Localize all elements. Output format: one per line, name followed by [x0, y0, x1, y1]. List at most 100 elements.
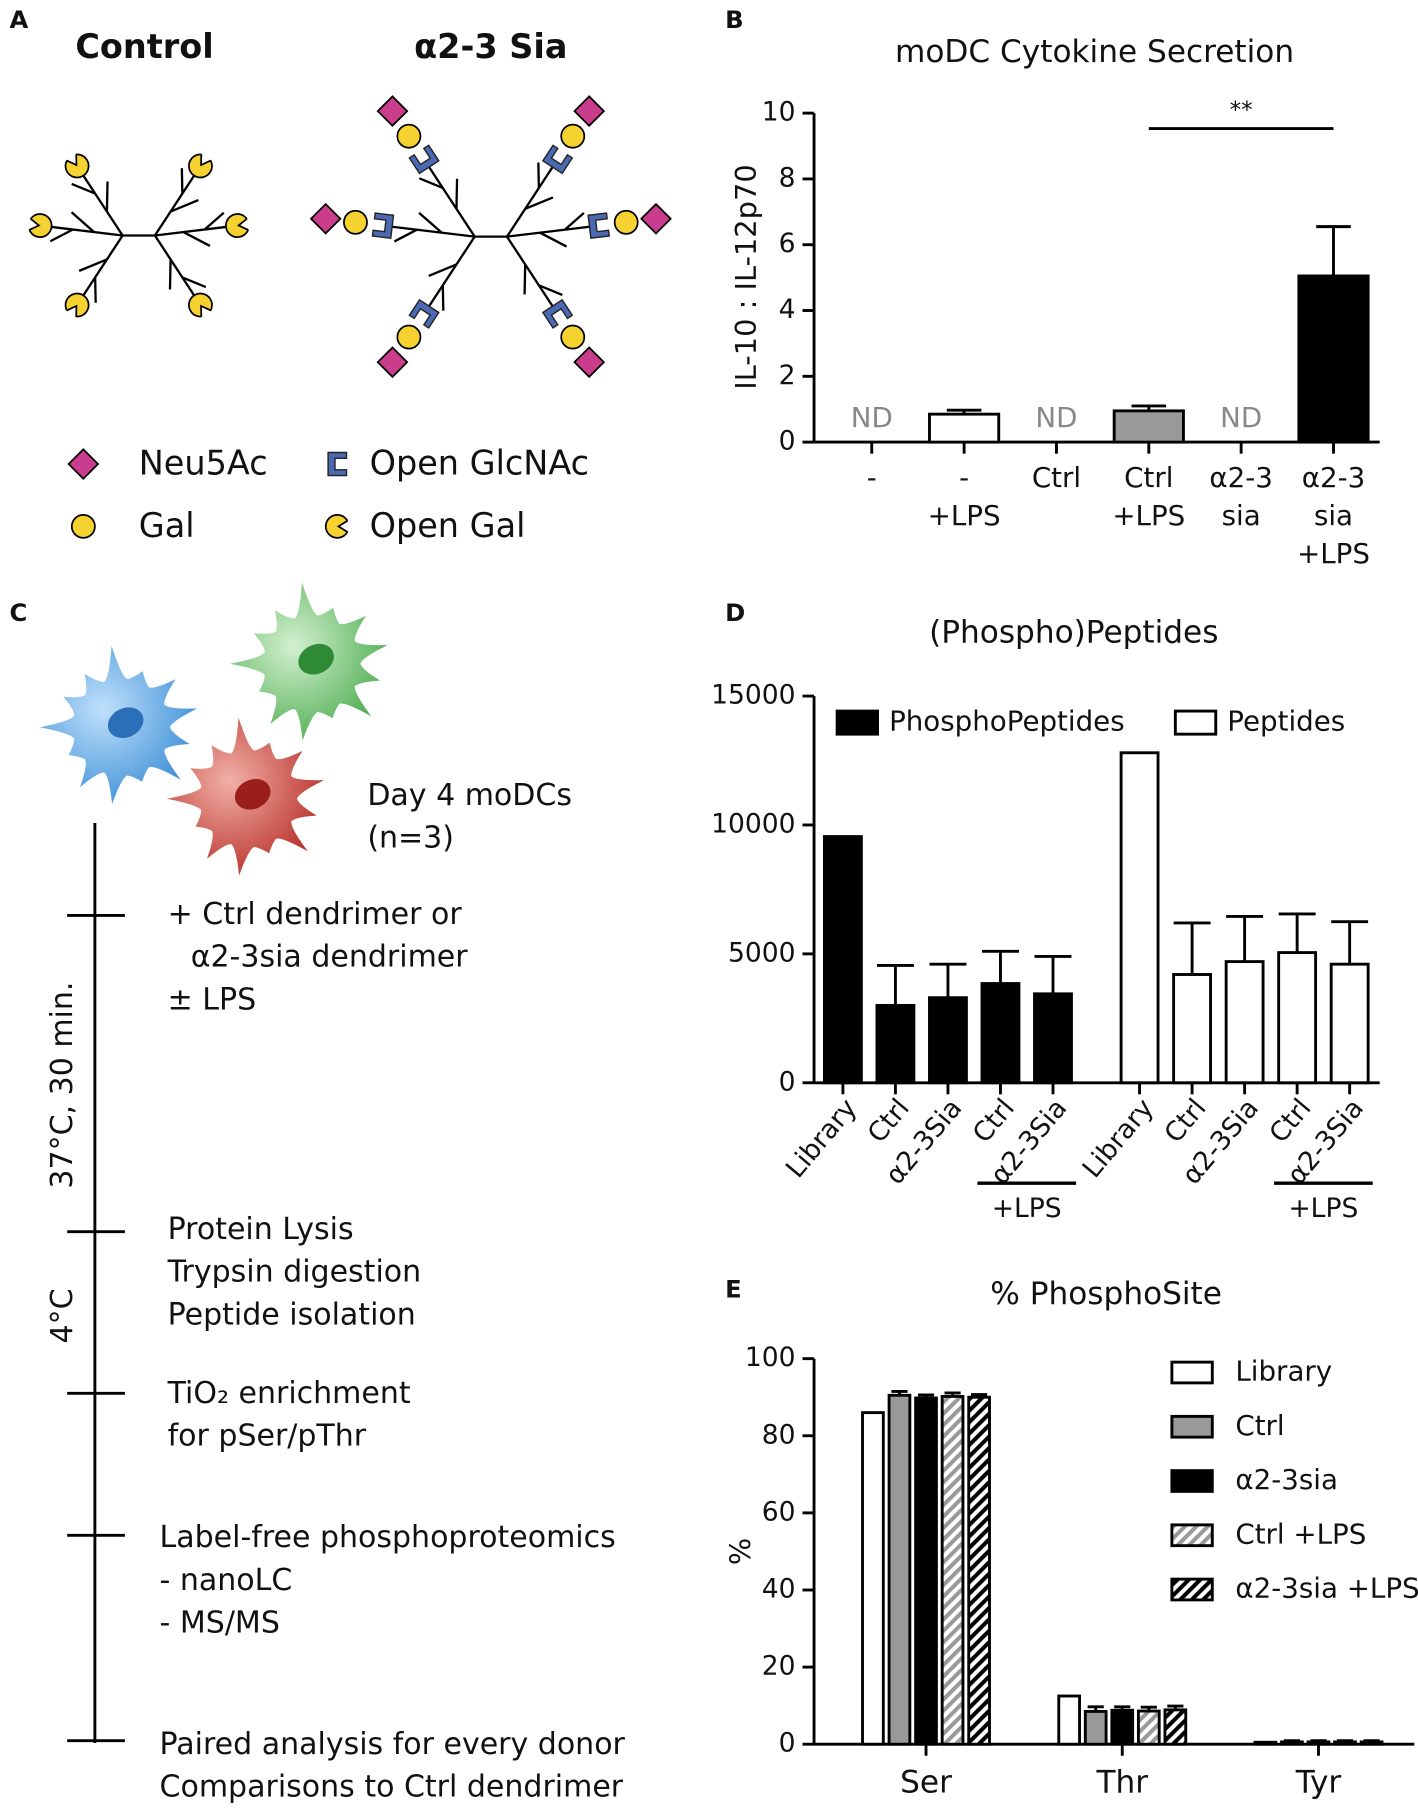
- dendrimer-bond: [51, 225, 123, 237]
- legend-label: α2-3sia +LPS: [1235, 1572, 1418, 1605]
- error-bar: [1363, 1739, 1380, 1743]
- open-gal-notch: [201, 305, 215, 322]
- error-bar: [946, 408, 982, 415]
- dendrimer-bond: [78, 258, 108, 272]
- cell: [166, 717, 325, 876]
- error-bar: [1336, 1739, 1354, 1743]
- y-tick-label: 80: [762, 1419, 796, 1450]
- x-tick-label: Ctrl: [1124, 461, 1173, 494]
- cell-nucleus: [234, 778, 271, 810]
- error-bar: [1087, 1705, 1104, 1712]
- value-label: ND: [1220, 401, 1262, 434]
- dendrimer-bond: [170, 199, 199, 213]
- error-bar: [1034, 955, 1072, 994]
- neu5ac: [67, 448, 100, 480]
- x-tick-label: Library: [1077, 1093, 1160, 1184]
- open-gal: [25, 213, 53, 238]
- open-gal: [188, 149, 215, 179]
- value-label: ND: [851, 401, 893, 434]
- bar: [875, 1003, 916, 1085]
- bar: [1277, 951, 1318, 1085]
- error-bar: [1278, 912, 1316, 953]
- step-text: TiO₂ enrichment: [167, 1376, 411, 1411]
- step-text: α2-3sia dendrimer: [191, 940, 469, 975]
- error-bar: [971, 1393, 988, 1398]
- open-glcnac-body: [371, 212, 395, 239]
- glycan-title: Control: [75, 27, 213, 66]
- bar: [940, 1394, 965, 1746]
- bar: [1224, 960, 1265, 1085]
- cell-nucleus: [298, 643, 334, 675]
- panel-label: D: [725, 598, 745, 627]
- bar: [1329, 962, 1370, 1085]
- dendrimer-bond: [182, 231, 211, 247]
- dendrimer-bond: [70, 211, 95, 233]
- gal: [560, 324, 586, 350]
- x-tick-label: +LPS: [1112, 499, 1185, 532]
- legend-swatch: [835, 709, 879, 736]
- bar: [1163, 1708, 1188, 1746]
- step-text: Label-free phosphoproteomics: [160, 1520, 616, 1555]
- open-glcnac-body: [587, 212, 610, 239]
- bar: [928, 996, 968, 1085]
- y-tick-label: 100: [745, 1342, 796, 1373]
- dendrimer-bond: [393, 228, 418, 243]
- x-tick-label: Thr: [1095, 1764, 1148, 1800]
- dendrimer: [309, 95, 672, 379]
- legend-label: Peptides: [1227, 705, 1345, 738]
- dendrimer-bond: [418, 212, 443, 234]
- open-glcnac-body: [541, 298, 574, 329]
- open-gal: [62, 149, 90, 179]
- cell-label: (n=3): [367, 821, 454, 856]
- error-bar: [1131, 404, 1167, 411]
- cell: [39, 645, 198, 804]
- bar: [1119, 751, 1160, 1085]
- dendrimer-bond: [523, 264, 527, 295]
- bar: [1306, 1740, 1331, 1746]
- y-tick-label: 6: [779, 228, 796, 259]
- open-glcnac-body: [327, 451, 348, 477]
- error-bar: [876, 964, 914, 1006]
- x-tick-label: Tyr: [1295, 1764, 1342, 1800]
- dendrimer-bond: [539, 231, 568, 248]
- cell-nucleus: [107, 707, 144, 739]
- bar: [914, 1396, 938, 1746]
- legend-label: Ctrl +LPS: [1235, 1517, 1366, 1550]
- legend-label: Library: [1235, 1355, 1332, 1388]
- x-tick-label: α2-3: [1302, 461, 1365, 494]
- dendrimer-bond: [524, 196, 554, 210]
- open-gal: [225, 213, 253, 238]
- error-bar: [1114, 1705, 1131, 1711]
- legend-label: α2-3sia: [1235, 1463, 1338, 1496]
- dendrimer-bond: [506, 166, 554, 238]
- y-tick-label: 10000: [711, 808, 795, 839]
- open-gal-notch: [338, 518, 352, 535]
- bar: [967, 1395, 991, 1746]
- open-gal-edge: [200, 154, 212, 167]
- y-tick-label: 15000: [711, 680, 795, 711]
- dendrimer-bond: [154, 225, 227, 237]
- bar: [1280, 1740, 1304, 1746]
- chart-title: % PhosphoSite: [990, 1276, 1222, 1312]
- y-tick-label: 0: [779, 1728, 796, 1759]
- error-bar: [1310, 1739, 1327, 1743]
- bar: [1057, 1694, 1081, 1746]
- dendrimer-bond: [93, 277, 97, 303]
- neu5ac: [573, 95, 606, 128]
- open-gal: [62, 292, 90, 322]
- x-tick-label: α2-3: [1209, 461, 1272, 494]
- error-bar: [891, 1389, 908, 1396]
- bar: [887, 1393, 912, 1746]
- gal: [70, 513, 96, 539]
- open-glcnac: [408, 298, 440, 329]
- error-bar: [944, 1391, 961, 1397]
- dendrimer-bond: [203, 211, 225, 231]
- panel-label: E: [725, 1275, 742, 1304]
- open-glcnac: [541, 298, 574, 329]
- step-text: ± LPS: [168, 982, 257, 1017]
- x-tick-label: -: [959, 461, 969, 494]
- error-bar: [982, 949, 1019, 984]
- bar: [1172, 973, 1213, 1085]
- error-bar: [917, 1393, 935, 1398]
